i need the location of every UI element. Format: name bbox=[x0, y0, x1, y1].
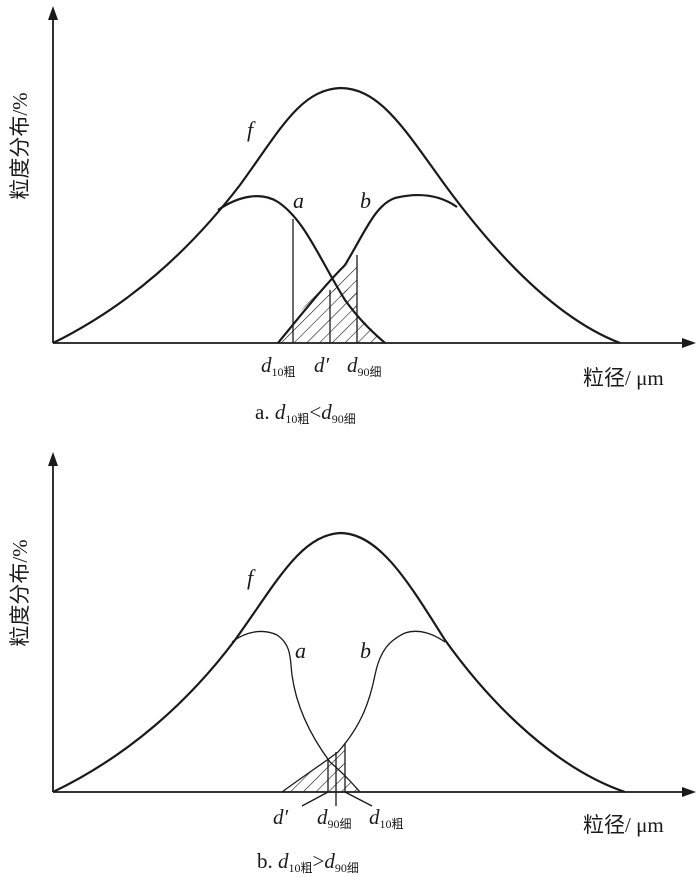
panel-a-label-f: f bbox=[247, 117, 256, 142]
panel-b-curve-b bbox=[281, 630, 446, 793]
panel-b-leader-dprime bbox=[301, 791, 329, 807]
panel-b-mark-d90: d90细 bbox=[317, 805, 352, 831]
panel-b-label-f: f bbox=[247, 565, 256, 590]
panel-b: 粒度分布/% 粒径/ μm f a b d′ d90细 d10粗 b. d10粗… bbox=[8, 452, 696, 875]
panel-a-curve-b bbox=[277, 193, 458, 344]
panel-a-caption: a. d10粗<d90细 bbox=[255, 400, 356, 426]
panel-a-x-label: 粒径/ μm bbox=[583, 366, 664, 390]
panel-b-curve-a bbox=[231, 630, 361, 793]
panel-b-mark-dprime: d′ bbox=[273, 805, 289, 829]
panel-b-x-label: 粒径/ μm bbox=[583, 813, 664, 837]
panel-a-curve-f bbox=[52, 86, 621, 345]
panel-b-y-arrow-icon bbox=[48, 452, 58, 466]
panel-a-label-b: b bbox=[360, 188, 371, 213]
panel-b-label-b: b bbox=[360, 638, 371, 663]
panel-a-mark-dprime: d′ bbox=[314, 353, 330, 377]
panel-a: 粒度分布/% 粒径/ μm f a b d10粗 d′ d90细 a. d10粗… bbox=[8, 6, 696, 426]
panel-a-y-label: 粒度分布/% bbox=[8, 92, 32, 199]
panel-b-curve-f bbox=[52, 531, 626, 794]
panel-a-label-a: a bbox=[293, 188, 304, 213]
panel-b-overlap-hatch bbox=[282, 743, 345, 792]
panel-a-x-arrow-icon bbox=[682, 338, 696, 348]
panel-b-leader-d10 bbox=[344, 791, 373, 807]
panel-a-curve-a bbox=[217, 195, 386, 344]
panel-a-overlap-hatch bbox=[278, 255, 357, 343]
panel-b-mark-d10: d10粗 bbox=[369, 805, 404, 831]
panel-a-mark-d90: d90细 bbox=[347, 353, 382, 379]
panel-b-y-label: 粒度分布/% bbox=[8, 539, 32, 646]
panel-a-y-arrow-icon bbox=[48, 6, 58, 20]
panel-b-label-a: a bbox=[295, 638, 306, 663]
panel-b-caption: b. d10粗>d90细 bbox=[257, 849, 359, 875]
panel-a-mark-d10: d10粗 bbox=[261, 353, 296, 379]
panel-b-x-arrow-icon bbox=[682, 787, 696, 797]
